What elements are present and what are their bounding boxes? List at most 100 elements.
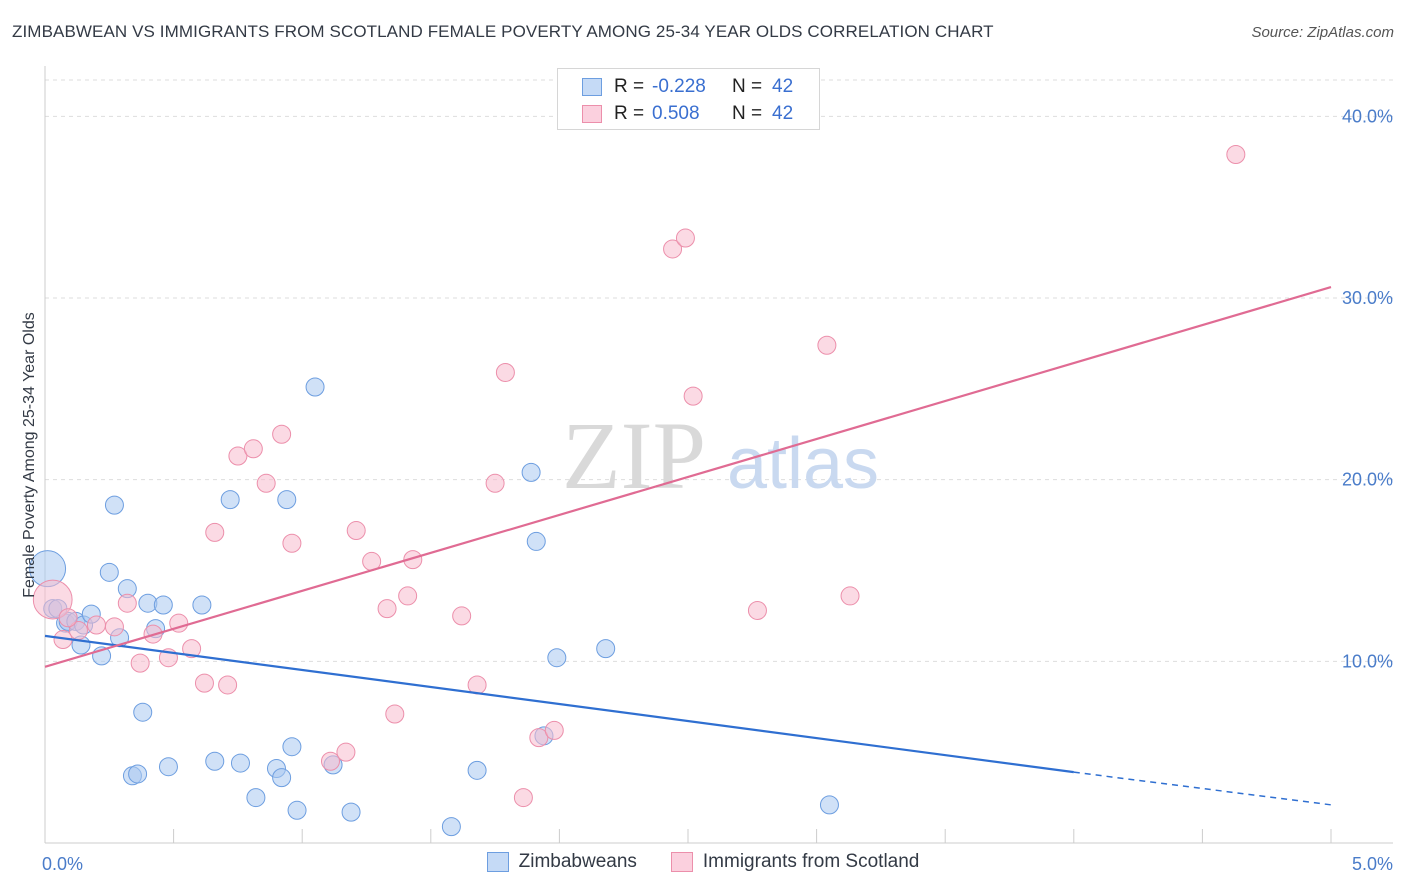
data-point-zimbabweans: [521, 462, 541, 482]
r-label: R =: [614, 103, 645, 124]
data-point-zimbabweans: [246, 788, 266, 808]
data-point-zimbabweans: [341, 802, 361, 822]
data-point-zimbabweans: [282, 737, 302, 757]
data-point-immigrants-from-scotland: [243, 439, 263, 459]
data-point-immigrants-from-scotland: [663, 239, 683, 259]
data-point-immigrants-from-scotland: [130, 653, 150, 673]
data-point-immigrants-from-scotland: [544, 720, 564, 740]
data-point-zimbabweans: [153, 595, 173, 615]
y-tick-label: 30.0%: [1342, 288, 1393, 308]
chart-title: ZIMBABWEAN VS IMMIGRANTS FROM SCOTLAND F…: [12, 22, 994, 41]
legend-row-zimbabweans: R = -0.228 N = 42: [582, 74, 793, 100]
data-point-zimbabweans: [230, 753, 250, 773]
watermark-zip: ZIP: [562, 402, 706, 509]
watermark-atlas: atlas: [727, 424, 879, 504]
data-point-zimbabweans: [596, 639, 616, 659]
legend-swatch-pink: [670, 852, 693, 872]
n-value: 42: [772, 76, 794, 97]
data-point-immigrants-from-scotland: [272, 424, 292, 444]
data-point-immigrants-from-scotland: [194, 673, 214, 693]
legend-swatch-pink: [582, 105, 602, 123]
n-label: N =: [732, 76, 763, 97]
data-point-immigrants-from-scotland: [104, 617, 124, 637]
data-point-zimbabweans: [526, 531, 546, 551]
y-tick-label: 10.0%: [1342, 651, 1393, 671]
data-point-immigrants-from-scotland: [385, 704, 405, 724]
y-tick-label: 40.0%: [1342, 106, 1393, 126]
data-point-zimbabweans: [277, 490, 297, 510]
source-credit: Source: ZipAtlas.com: [1251, 24, 1394, 41]
data-point-immigrants-from-scotland: [840, 586, 860, 606]
r-value: 0.508: [652, 103, 700, 124]
data-point-zimbabweans: [128, 764, 148, 784]
axes: [44, 66, 1393, 844]
data-point-immigrants-from-scotland: [452, 606, 472, 626]
data-point-zimbabweans: [272, 768, 292, 788]
x-tick-label: 5.0%: [1352, 854, 1393, 874]
r-value: -0.228: [652, 76, 706, 97]
data-point-immigrants-from-scotland: [117, 593, 137, 613]
grid-lines: [45, 79, 1393, 662]
tick-labels: 10.0% 20.0% 30.0% 40.0% 0.0% 5.0%: [42, 106, 1393, 874]
x-tick-label: 0.0%: [42, 854, 83, 874]
data-point-immigrants-from-scotland: [336, 742, 356, 762]
data-point-immigrants-from-scotland: [228, 446, 248, 466]
data-point-immigrants-from-scotland: [403, 550, 423, 570]
watermark: ZIP atlas: [562, 402, 879, 509]
data-point-immigrants-from-scotland: [529, 728, 549, 748]
correlation-legend: R = -0.228 N = 42 R = 0.508 N = 42: [557, 68, 820, 130]
r-label: R =: [614, 76, 645, 97]
data-point-zimbabweans: [441, 817, 461, 837]
data-point-immigrants-from-scotland: [218, 675, 238, 695]
data-point-immigrants-from-scotland: [320, 751, 340, 771]
data-point-immigrants-from-scotland: [398, 586, 418, 606]
data-point-zimbabweans: [819, 795, 839, 815]
trend-lines: [44, 286, 1332, 806]
legend-label: Zimbabweans: [518, 851, 637, 872]
data-point-immigrants-from-scotland: [817, 335, 837, 355]
data-point-immigrants-from-scotland: [1226, 144, 1246, 164]
series-zimbabweans: [29, 377, 839, 837]
data-point-zimbabweans: [158, 757, 178, 777]
trend-line-zimbabweans: [44, 634, 1074, 774]
data-point-immigrants-from-scotland: [513, 788, 533, 808]
data-point-immigrants-from-scotland: [86, 615, 106, 635]
data-point-zimbabweans: [287, 800, 307, 820]
data-point-zimbabweans: [220, 490, 240, 510]
data-point-zimbabweans: [192, 595, 212, 615]
data-point-immigrants-from-scotland: [377, 599, 397, 619]
data-point-immigrants-from-scotland: [683, 386, 703, 406]
y-axis-label: Female Poverty Among 25-34 Year Olds: [21, 312, 38, 598]
y-tick-label: 20.0%: [1342, 470, 1393, 490]
legend-item-immigrants-from-scotland: Immigrants from Scotland: [670, 851, 920, 873]
data-point-zimbabweans: [467, 760, 487, 780]
data-point-immigrants-from-scotland: [747, 600, 767, 620]
data-point-immigrants-from-scotland: [256, 473, 276, 493]
data-point-zimbabweans: [205, 751, 225, 771]
n-label: N =: [732, 103, 763, 124]
data-point-immigrants-from-scotland: [485, 473, 505, 493]
data-point-immigrants-from-scotland: [32, 579, 73, 620]
data-point-immigrants-from-scotland: [182, 639, 202, 659]
legend-swatch-blue: [486, 852, 509, 872]
legend-swatch-blue: [582, 78, 602, 96]
trend-line-zimbabweans-extrapolated: [1073, 771, 1332, 806]
legend-label: Immigrants from Scotland: [702, 851, 920, 872]
data-point-zimbabweans: [133, 702, 153, 722]
data-point-zimbabweans: [104, 495, 124, 515]
data-point-zimbabweans: [305, 377, 325, 397]
data-point-immigrants-from-scotland: [346, 521, 366, 541]
series-legend: Zimbabweans Immigrants from Scotland: [0, 851, 1406, 873]
trend-line-immigrants-from-scotland: [44, 286, 1332, 668]
data-point-zimbabweans: [99, 562, 119, 582]
legend-item-zimbabweans: Zimbabweans: [486, 851, 637, 873]
data-point-immigrants-from-scotland: [675, 228, 695, 248]
data-point-immigrants-from-scotland: [205, 522, 225, 542]
data-point-immigrants-from-scotland: [58, 608, 78, 628]
legend-row-immigrants-from-scotland: R = 0.508 N = 42: [582, 101, 793, 127]
data-point-zimbabweans: [547, 648, 567, 668]
data-point-immigrants-from-scotland: [282, 533, 302, 553]
n-value: 42: [772, 103, 794, 124]
data-point-immigrants-from-scotland: [495, 362, 515, 382]
